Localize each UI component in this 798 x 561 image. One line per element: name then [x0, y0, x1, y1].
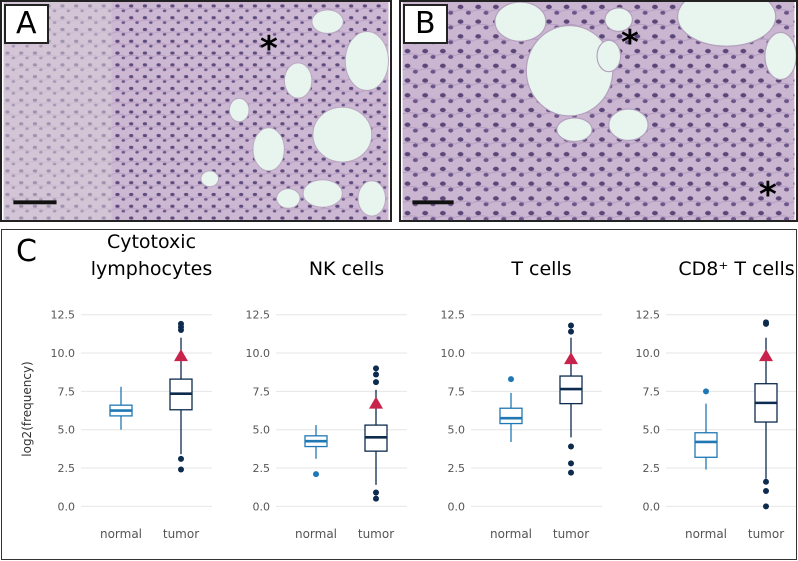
panel-label-b: B	[403, 4, 448, 44]
chart-title: T cells	[510, 258, 571, 280]
x-tick-label: normal	[100, 527, 142, 541]
histology-panel-b: B * *	[399, 0, 798, 222]
x-tick-label: tumor	[163, 527, 199, 541]
y-tick-label: 7.5	[58, 385, 76, 398]
y-tick-label: 0.0	[643, 500, 661, 513]
x-tick-label: tumor	[358, 527, 394, 541]
y-tick-label: 0.0	[448, 500, 466, 513]
y-tick-label: 5.0	[58, 424, 76, 437]
y-tick-label: 10.0	[51, 347, 76, 360]
y-axis-label: log2(frequency)	[20, 361, 34, 456]
panel-label-a: A	[4, 4, 49, 44]
chart-title: NK cells	[309, 258, 384, 280]
box	[694, 432, 718, 458]
outlier-point	[568, 328, 574, 335]
outlier-point	[373, 495, 379, 502]
y-tick-label: 7.5	[448, 385, 466, 398]
outlier-point	[763, 503, 769, 510]
chart-title: lymphocytes	[91, 258, 213, 280]
asterisk-icon: *	[260, 29, 278, 69]
asterisk-icon: *	[621, 23, 639, 63]
outlier-point	[373, 489, 379, 496]
y-tick-label: 5.0	[643, 424, 661, 437]
chart-title: CD8⁺ T cells	[678, 258, 794, 280]
outlier-point	[568, 322, 574, 329]
y-tick-label: 2.5	[58, 462, 76, 475]
y-tick-label: 12.5	[636, 309, 661, 322]
y-tick-label: 5.0	[253, 424, 271, 437]
outlier-point	[313, 471, 319, 478]
mean-marker	[759, 349, 773, 362]
outlier-point	[763, 478, 769, 485]
boxplot-chart: Cytotoxic lymphocytes 0.0 2.5 5.0 7.5 10.0 12.5…	[20, 231, 796, 541]
x-tick-label: normal	[685, 527, 727, 541]
histology-panel-a: A *	[0, 0, 392, 222]
outlier-point	[568, 443, 574, 450]
outlier-point	[763, 319, 769, 326]
y-tick-label: 12.5	[51, 309, 76, 322]
histology-image-a	[3, 2, 389, 220]
mean-marker	[174, 349, 188, 362]
y-tick-label: 12.5	[441, 309, 466, 322]
box	[499, 407, 523, 425]
outlier-point	[178, 466, 184, 473]
y-tick-label: 2.5	[643, 462, 661, 475]
outlier-point	[373, 379, 379, 386]
x-tick-label: tumor	[748, 527, 784, 541]
panel-label-c: C	[16, 234, 37, 269]
outlier-point	[568, 460, 574, 467]
x-tick-label: tumor	[553, 527, 589, 541]
chart-title: Cytotoxic	[107, 231, 196, 253]
y-tick-label: 0.0	[58, 500, 76, 513]
y-tick-label: 12.5	[246, 309, 271, 322]
outlier-point	[703, 388, 709, 395]
x-tick-label: normal	[490, 527, 532, 541]
outlier-point	[508, 376, 514, 383]
scale-bar-a	[13, 200, 57, 205]
outlier-point	[568, 469, 574, 476]
y-tick-label: 10.0	[246, 347, 271, 360]
outlier-point	[178, 320, 184, 327]
outlier-point	[763, 488, 769, 495]
histology-image-b	[402, 2, 796, 220]
outlier-point	[373, 371, 379, 378]
asterisk-icon: *	[759, 175, 777, 215]
y-tick-label: 7.5	[253, 385, 271, 398]
outlier-point	[178, 455, 184, 462]
scale-bar-b	[412, 200, 454, 205]
y-tick-label: 7.5	[643, 385, 661, 398]
y-tick-label: 0.0	[253, 500, 271, 513]
y-tick-label: 10.0	[441, 347, 466, 360]
mean-marker	[564, 352, 578, 365]
outlier-point	[373, 365, 379, 372]
boxplot-panel-c: C Cytotoxic lymphocytes 0.0 2.5 5.0 7.5 10.0 12…	[1, 229, 797, 560]
y-tick-label: 5.0	[448, 424, 466, 437]
mean-marker	[369, 396, 383, 409]
y-tick-label: 10.0	[636, 347, 661, 360]
y-tick-label: 2.5	[253, 462, 271, 475]
y-tick-label: 2.5	[448, 462, 466, 475]
x-tick-label: normal	[295, 527, 337, 541]
